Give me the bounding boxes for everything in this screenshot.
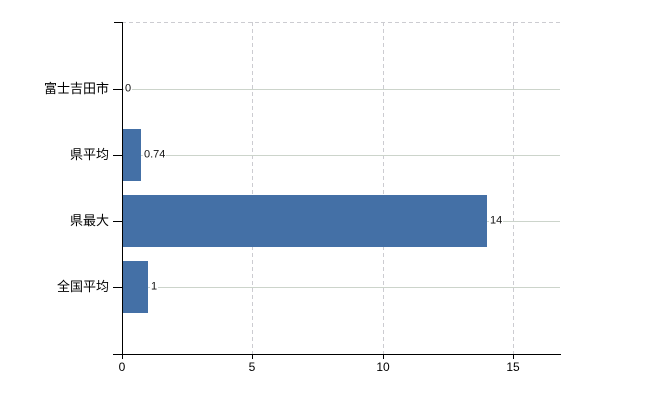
category-label: 県最大	[69, 213, 109, 228]
x-axis-tick-label: 10	[376, 360, 390, 374]
v-gridline-5	[252, 22, 253, 354]
category-label: 全国平均	[56, 279, 109, 294]
category-label: 県平均	[69, 147, 109, 162]
x-axis-tick-label: 0	[118, 360, 126, 374]
plot-area: 0 0.74 14 1	[122, 22, 560, 354]
category-label: 富士吉田市	[43, 81, 109, 96]
v-gridline-15	[513, 22, 514, 354]
h-gridline-3	[122, 287, 560, 288]
x-axis-tick-10	[383, 355, 384, 359]
y-axis-category-tick	[113, 221, 122, 222]
x-axis-tick-0	[122, 355, 123, 359]
y-axis-top-tick	[114, 22, 122, 23]
x-axis-line	[113, 354, 561, 355]
h-gridline-0	[122, 89, 560, 90]
value-label: 0.74	[143, 148, 167, 162]
x-axis-tick-15	[513, 355, 514, 359]
value-label: 14	[489, 214, 504, 228]
value-label: 1	[150, 280, 159, 294]
value-label: 0	[124, 82, 133, 96]
y-axis-category-tick	[113, 287, 122, 288]
bar-3	[122, 261, 148, 313]
y-axis-category-tick	[113, 89, 122, 90]
x-axis-tick-5	[252, 355, 253, 359]
x-axis-tick-label: 5	[248, 360, 256, 374]
v-gridline-10	[383, 22, 384, 354]
x-axis-tick-label: 15	[506, 360, 520, 374]
y-axis-line	[122, 22, 123, 358]
y-axis-category-tick	[113, 155, 122, 156]
h-gridline-1	[122, 155, 560, 156]
bar-2	[122, 195, 487, 247]
bar-1	[122, 129, 141, 181]
plot-top-border	[122, 22, 560, 23]
